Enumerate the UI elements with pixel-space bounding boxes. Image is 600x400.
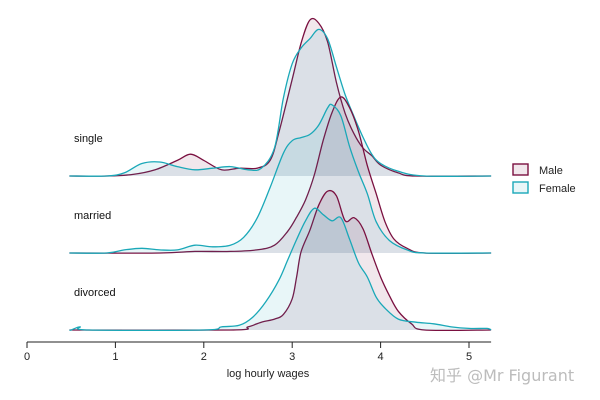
x-tick-label-5: 5 xyxy=(466,351,472,363)
x-tick-label-3: 3 xyxy=(289,351,295,363)
density-line-single-female xyxy=(69,28,492,178)
x-tick-label-0: 0 xyxy=(24,351,30,363)
x-axis: 0 1 2 3 4 5 xyxy=(24,341,492,363)
ridge-divorced xyxy=(69,189,492,332)
density-ridges xyxy=(69,17,492,332)
ridge-married xyxy=(69,96,492,255)
group-label-single: single xyxy=(74,133,103,145)
group-label-divorced: divorced xyxy=(74,287,116,299)
x-tick-label-2: 2 xyxy=(201,351,207,363)
x-tick-label-4: 4 xyxy=(378,351,384,363)
x-axis-title: log hourly wages xyxy=(227,368,310,380)
density-line-single-male xyxy=(69,17,492,177)
x-tick-label-1: 1 xyxy=(112,351,118,363)
density-fill-single-female xyxy=(69,29,492,177)
ridge-single xyxy=(69,17,492,178)
density-fill-single-male xyxy=(69,18,492,177)
density-line-divorced-female xyxy=(69,207,492,332)
density-line-married-male xyxy=(69,96,492,255)
legend-swatch-male xyxy=(512,163,529,176)
watermark: 知乎 @Mr Figurant xyxy=(430,366,575,385)
density-fill-divorced-female xyxy=(69,208,492,331)
group-label-married: married xyxy=(74,210,111,222)
density-fill-married-female xyxy=(69,104,492,254)
density-fill-divorced-male xyxy=(69,190,492,331)
density-line-married-female xyxy=(69,103,492,254)
legend-swatch-female xyxy=(512,181,529,194)
group-labels: single married divorced xyxy=(74,133,116,299)
legend-label-male: Male xyxy=(539,165,563,177)
legend: Male Female xyxy=(512,163,576,195)
legend-label-female: Female xyxy=(539,183,576,195)
density-line-divorced-male xyxy=(69,189,492,332)
